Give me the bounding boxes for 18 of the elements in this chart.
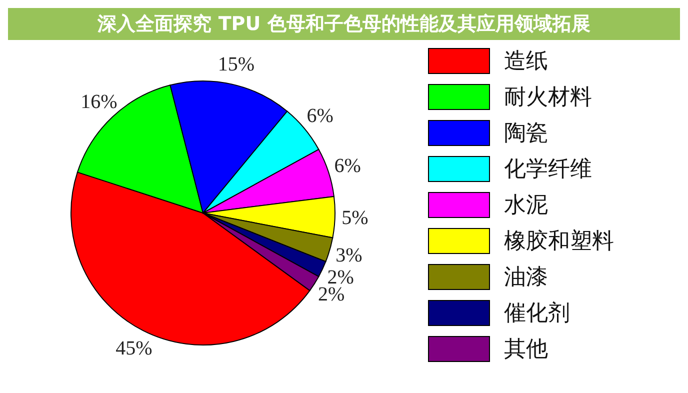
data-label: 16% [80,91,118,114]
data-label: 6% [306,105,334,128]
data-label: 6% [334,155,361,178]
data-label: 3% [336,244,362,266]
legend-label: 化学纤维 [504,155,592,183]
data-label: 2% [318,283,345,306]
data-label: 15% [218,54,254,76]
legend-label: 造纸 [504,47,548,75]
legend-label: 陶瓷 [504,119,548,147]
legend-label: 橡胶和塑料 [504,227,614,255]
legend-label: 催化剂 [504,299,570,327]
legend-label: 其他 [504,335,548,363]
legend-label: 油漆 [504,263,548,291]
legend-label: 水泥 [504,191,548,219]
legend-label: 耐火材料 [504,83,592,111]
data-label: 45% [116,337,152,360]
data-label: 5% [342,206,368,229]
chart-title: 深入全面探究 TPU 色母和子色母的性能及其应用领域拓展 [8,8,680,40]
